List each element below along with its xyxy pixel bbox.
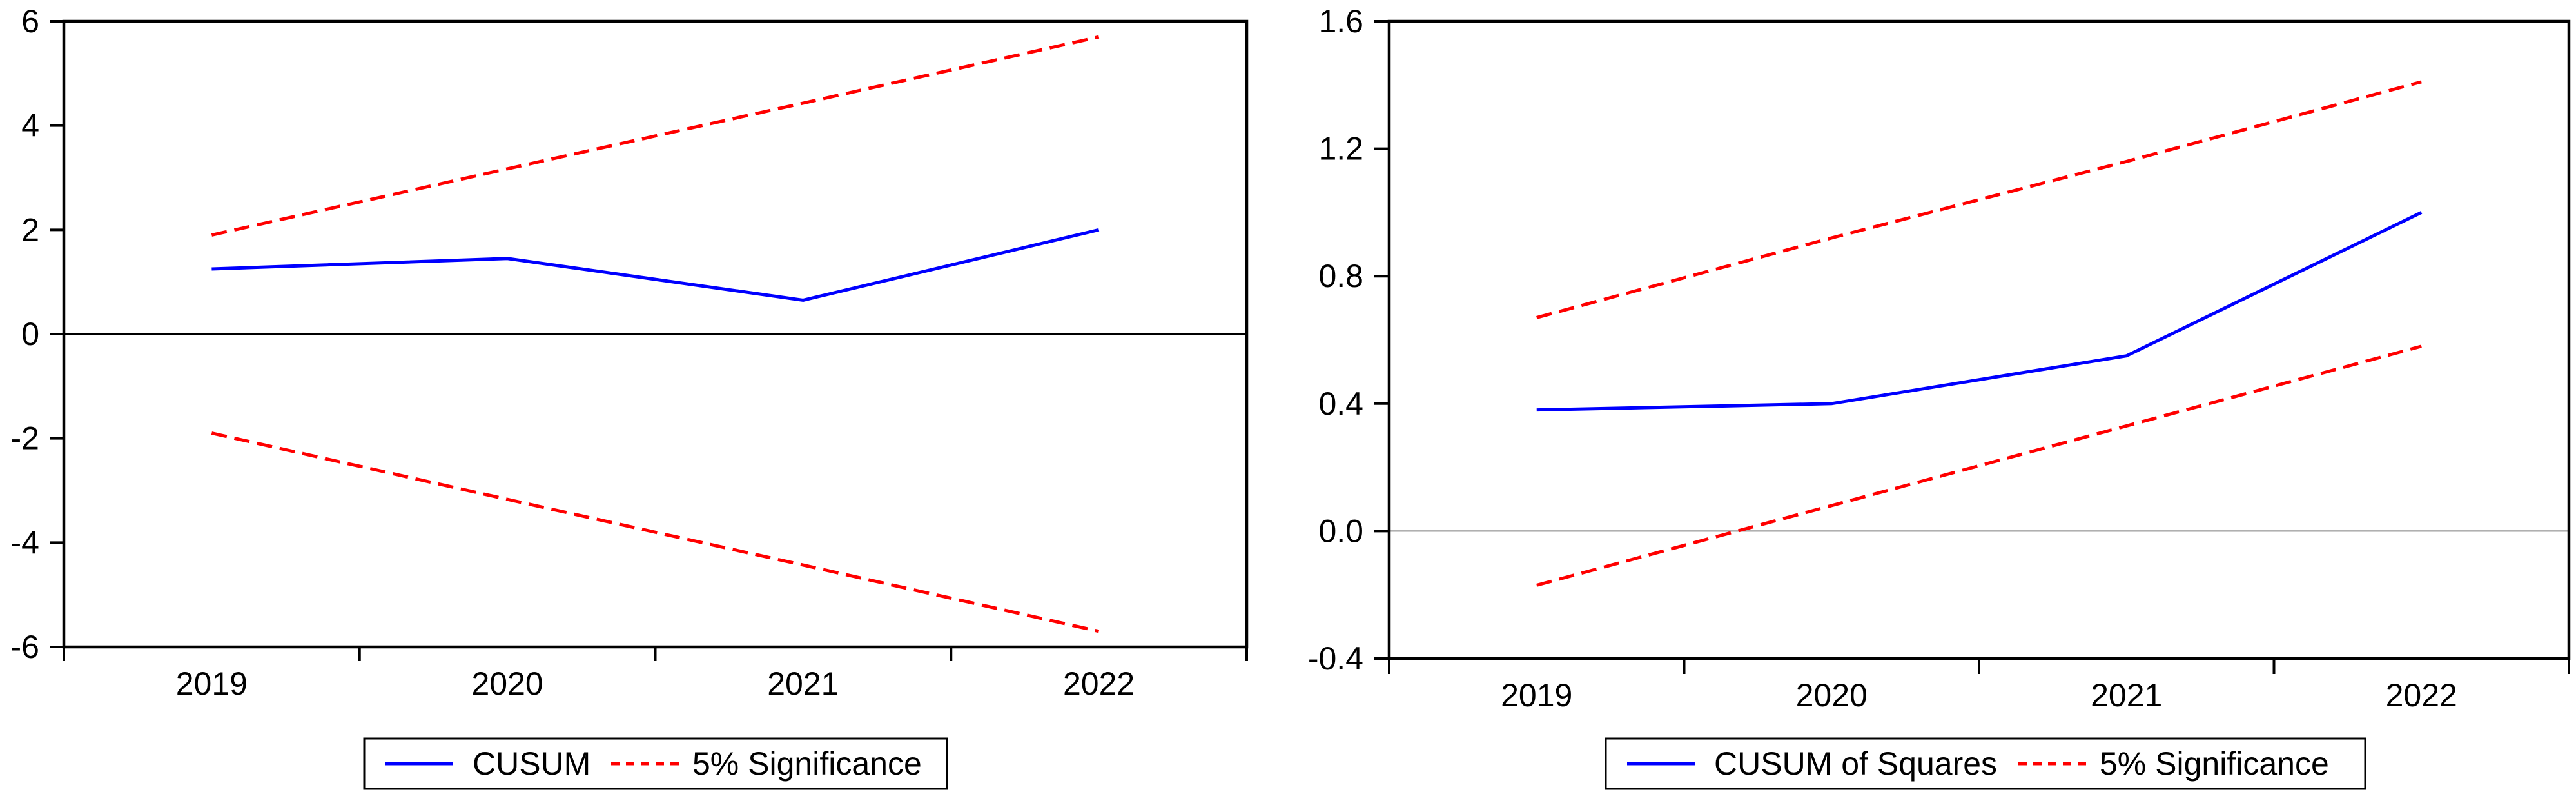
cusumsq-legend-box (1605, 737, 2366, 790)
significance-bound-line (1536, 80, 2422, 319)
cusumsq-plot-content: 1.6 1.2 0.8 0.4 0.0 -0.4 2019 2020 2021 2022 (1308, 3, 2570, 713)
y-tick-label: 0.0 (1318, 513, 1363, 549)
x-tick-label: 2021 (2091, 677, 2162, 713)
significance-bound-line (1536, 344, 2422, 587)
y-tick-label: -0.4 (1308, 640, 1363, 677)
x-tick-label: 2020 (472, 666, 543, 702)
y-tick-label: 6 (21, 3, 39, 39)
x-tick-label: 2022 (1063, 666, 1135, 702)
significance-legend-label: 5% Significance (692, 746, 922, 782)
cusum-line (211, 228, 1100, 302)
y-tick-label: 1.2 (1318, 131, 1363, 167)
x-tick-label: 2020 (1796, 677, 1868, 713)
x-tick-label: 2019 (176, 666, 248, 702)
y-tick-label: 0.4 (1318, 386, 1363, 422)
x-tick-label: 2019 (1501, 677, 1572, 713)
y-tick-label: -6 (11, 629, 39, 665)
significance-bound-line (211, 35, 1100, 237)
significance-bound-line (211, 431, 1100, 633)
cusumsq-legend-label: CUSUM of Squares (1714, 746, 1997, 782)
x-tick-label: 2022 (2386, 677, 2457, 713)
cusum-panel: 6 4 2 0 -2 -4 -6 2019 2020 2021 2022 CUSUM 5% Sign… (11, 3, 1249, 790)
y-tick-label: 2 (21, 212, 39, 248)
cusum-legend-label: CUSUM (473, 746, 590, 782)
cusumsq-panel: 1.6 1.2 0.8 0.4 0.0 -0.4 2019 2020 2021 2022 CUSU… (1308, 3, 2571, 790)
y-tick-label: 0.8 (1318, 258, 1363, 294)
cusumsq-legend: CUSUM of Squares 5% Significance (1605, 737, 2366, 790)
y-tick-label: 1.6 (1318, 3, 1363, 39)
y-tick-label: 4 (21, 108, 39, 144)
y-tick-label: -4 (11, 524, 39, 560)
cusumsq-plot-box (1387, 19, 2571, 660)
x-tick-label: 2021 (767, 666, 839, 702)
y-tick-label: -2 (11, 421, 39, 457)
cusum-plot-box (62, 19, 1249, 649)
significance2-legend-label: 5% Significance (2100, 746, 2329, 782)
cusum-plot-content: 6 4 2 0 -2 -4 -6 2019 2020 2021 2022 (11, 3, 1248, 702)
cusumsq-line (1536, 211, 2423, 412)
cusum-legend: CUSUM 5% Significance (363, 737, 948, 790)
y-tick-label: 0 (21, 316, 39, 352)
